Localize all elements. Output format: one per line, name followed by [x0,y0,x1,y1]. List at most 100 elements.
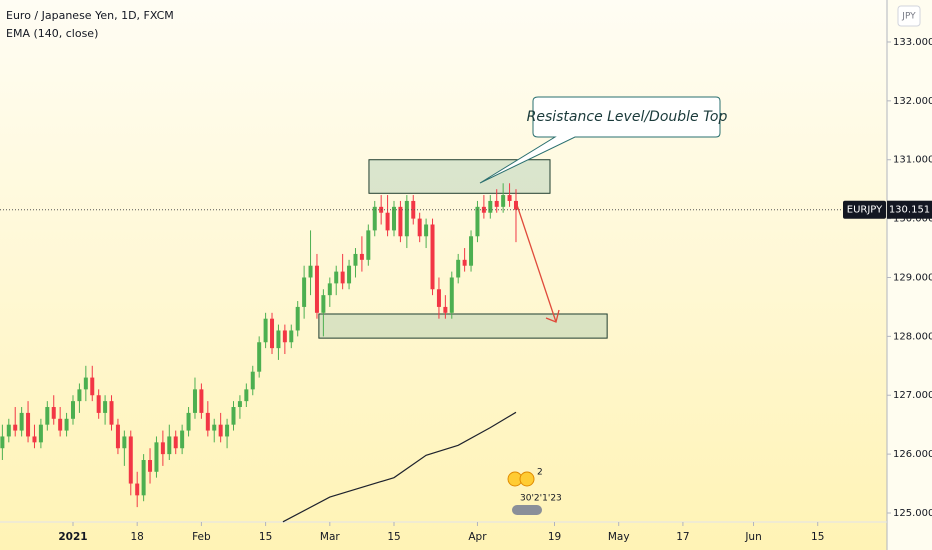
candle-body [51,407,56,419]
x-tick-label: 15 [387,531,400,543]
candle-body [96,395,101,413]
x-tick-label: 19 [548,531,561,543]
candle-body [462,259,467,266]
candle-body [321,295,326,313]
candle-body [19,412,24,431]
candle-body [507,195,512,201]
candle-body [295,306,300,331]
candle-body [314,265,319,313]
emoji-eye [519,471,535,487]
candle-body [263,318,268,343]
x-tick-label: 15 [811,531,824,543]
candle-body [436,289,441,307]
candle-body [13,424,18,431]
candle-body [122,436,127,449]
candle-body [443,306,448,313]
x-tick-label: Mar [320,531,340,543]
candle-body [372,206,377,231]
candle-body [231,407,236,425]
y-tick-label: 131.000 [893,155,932,166]
candle-body [398,206,403,237]
y-tick-label: 126.000 [893,449,932,460]
x-tick-label: May [608,531,630,543]
candle-body [45,407,50,425]
x-tick-label: 17 [676,531,689,543]
candle-body [205,412,210,431]
x-tick-label: Apr [468,531,487,543]
candle-body [64,418,69,431]
emoji-shape [512,505,542,515]
x-tick-label: Feb [192,531,211,543]
x-tick-label: 15 [259,531,272,543]
y-tick-label: 133.000 [893,37,932,48]
currency-button[interactable] [897,5,921,27]
candle-body [109,401,114,425]
candle-body [173,436,178,449]
candle-body [154,442,159,472]
candle-body [83,377,88,390]
candle-body [70,401,75,419]
candle-body [417,218,422,237]
candle-body [6,424,11,437]
callout-text: Resistance Level/Double Top [527,109,728,125]
arrow-head [545,309,560,323]
candle-body [212,424,217,431]
candle-body [424,224,429,237]
x-tick-label: 18 [131,531,144,543]
candle-body [276,330,281,349]
x-tick-label: 2021 [58,531,87,543]
candle-body [32,436,37,443]
candle-body [308,265,313,278]
y-tick-label: 129.000 [893,272,932,283]
candle-body [385,212,390,231]
y-tick-label: 130.000 [893,214,932,225]
candle-body [186,412,191,431]
ema-line [282,411,517,523]
candle-body [103,401,108,413]
x-tick-label: Jun [744,531,761,543]
candle-body [327,283,332,296]
candle-body [430,224,435,290]
candle-body [282,330,287,343]
symbol-tag [843,200,886,219]
callout-shape [479,96,721,184]
price-tag [887,200,932,219]
y-tick-label: 127.000 [893,390,932,401]
candle-body [192,389,197,413]
y-tick-label: 125.000 [893,508,932,519]
candle-body [469,236,474,266]
callout: Resistance Level/Double Top [479,96,728,184]
candle-body [353,253,358,266]
y-tick-label: 132.000 [893,96,932,107]
candle-body [334,271,339,284]
currency-label: JPY [901,12,916,22]
candle-body [289,330,294,343]
chart-layer [0,159,887,523]
candle-body [456,259,461,278]
candle-body [347,265,352,284]
plot-background [0,0,887,550]
candle-body [160,442,165,455]
overlay-text: 30'2'1'23 [520,494,562,504]
candle-body [366,230,371,260]
candle-body [302,277,307,307]
candle-body [244,389,249,402]
candle-body [411,200,416,219]
candle-body [26,412,31,437]
candle-body [128,436,133,484]
candle-body [115,424,120,449]
emoji-overlay: 2 30'2'1'23 [507,468,562,515]
y-tick-label: 128.000 [893,331,932,342]
candle-body [180,430,185,449]
candle-body [237,401,242,408]
candle-body [218,424,223,437]
chart-title: Euro / Japanese Yen, 1D, FXCM [6,9,174,22]
overlay-text: 2 [537,468,543,478]
candle-body [494,200,499,207]
trend-arrow [516,204,560,323]
arrow-line [516,204,557,323]
symbol-label: EURJPY [847,205,883,216]
price-axis-background [887,0,932,550]
candle-body [404,200,409,237]
